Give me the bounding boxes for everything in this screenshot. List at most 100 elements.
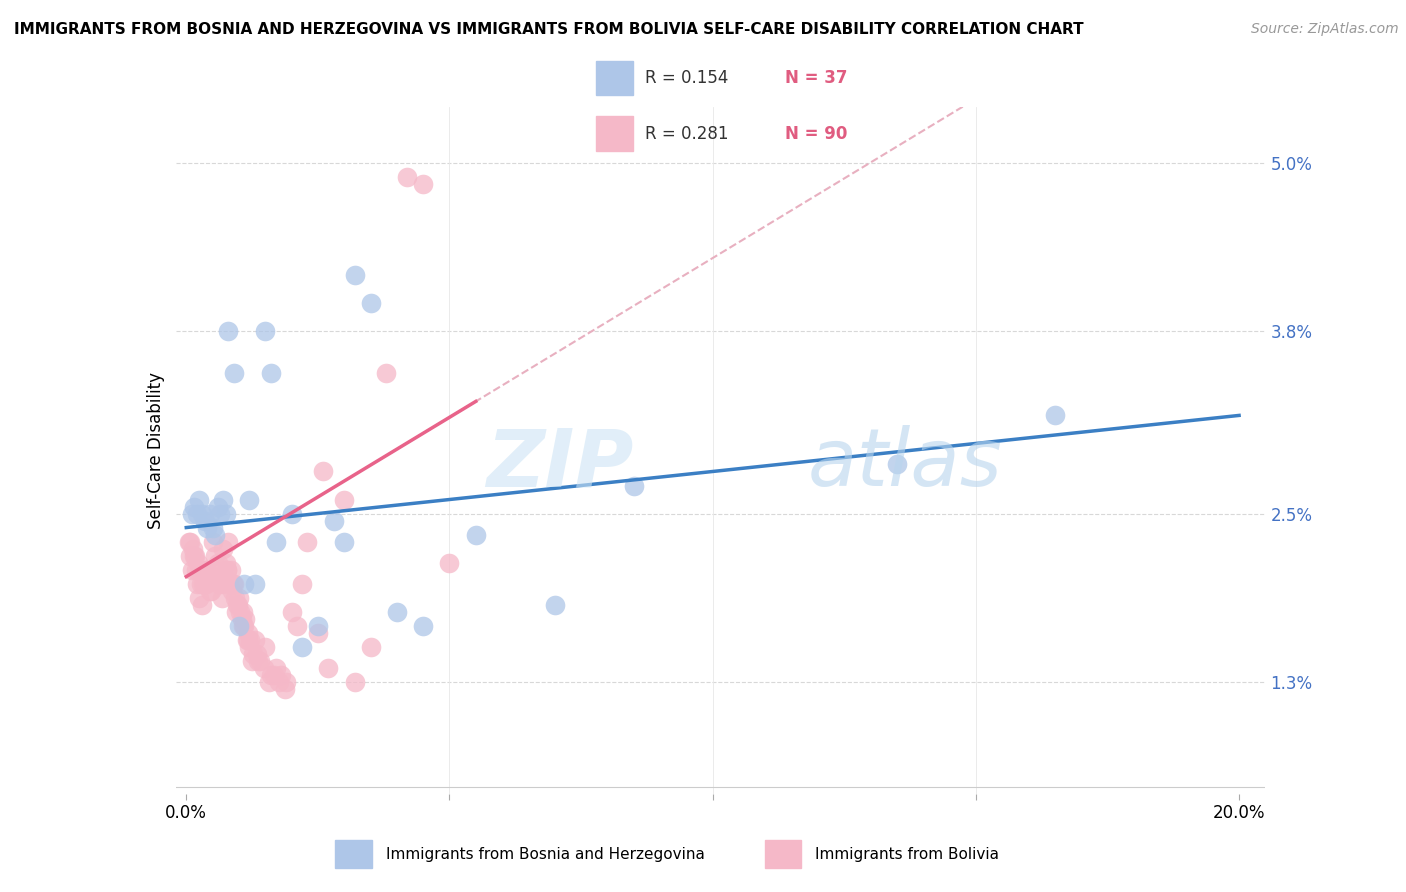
Point [312, 465, 335, 479]
Point [233, 576, 256, 591]
Point [360, 640, 382, 654]
Point [200, 583, 222, 598]
Point [464, 527, 486, 541]
Text: R = 0.281: R = 0.281 [645, 125, 728, 143]
Point [385, 605, 408, 619]
Point [209, 569, 232, 583]
Point [215, 563, 238, 577]
Point [205, 569, 228, 583]
Point [249, 654, 271, 668]
Point [247, 654, 270, 668]
Point [187, 556, 209, 570]
Point [204, 527, 226, 541]
FancyBboxPatch shape [765, 840, 801, 868]
Point [204, 549, 226, 563]
Point [194, 514, 217, 528]
Point [217, 563, 239, 577]
Point [259, 667, 281, 681]
Point [209, 507, 232, 521]
Point [179, 534, 201, 549]
Point [243, 576, 266, 591]
Point [197, 569, 219, 583]
Text: Source: ZipAtlas.com: Source: ZipAtlas.com [1251, 22, 1399, 37]
Point [236, 632, 259, 647]
Point [1043, 409, 1066, 423]
Point [243, 632, 266, 647]
Point [396, 170, 419, 185]
Point [212, 492, 235, 507]
Point [228, 618, 250, 632]
Point [412, 618, 434, 632]
Point [188, 492, 211, 507]
Point [191, 507, 214, 521]
Point [222, 367, 245, 381]
Point [195, 520, 218, 534]
Text: N = 90: N = 90 [785, 125, 846, 143]
Point [263, 667, 285, 681]
Point [291, 576, 314, 591]
Point [239, 632, 262, 647]
FancyBboxPatch shape [596, 116, 633, 151]
Point [343, 268, 366, 283]
Point [343, 674, 366, 689]
Point [195, 563, 218, 577]
Point [264, 661, 287, 675]
Point [184, 549, 207, 563]
Point [201, 520, 224, 534]
Point [201, 534, 224, 549]
Point [280, 507, 302, 521]
Point [274, 681, 297, 696]
Point [623, 478, 645, 492]
Point [221, 576, 243, 591]
Point [195, 563, 218, 577]
Point [232, 618, 254, 632]
Point [205, 569, 228, 583]
Point [307, 625, 329, 640]
Point [264, 534, 287, 549]
Point [238, 640, 260, 654]
Point [238, 492, 260, 507]
Point [270, 667, 292, 681]
Point [307, 618, 329, 632]
Point [254, 640, 277, 654]
FancyBboxPatch shape [596, 61, 633, 95]
Point [242, 647, 264, 661]
Point [211, 576, 233, 591]
Point [207, 500, 229, 514]
Point [232, 605, 254, 619]
Point [212, 541, 235, 556]
Point [236, 632, 259, 647]
Point [322, 514, 344, 528]
Point [375, 367, 398, 381]
Point [233, 612, 256, 626]
Point [276, 674, 298, 689]
Point [191, 576, 214, 591]
Point [297, 534, 319, 549]
Point [186, 576, 208, 591]
Text: Immigrants from Bosnia and Herzegovina: Immigrants from Bosnia and Herzegovina [385, 847, 704, 862]
Point [225, 605, 247, 619]
Point [215, 556, 238, 570]
Point [318, 661, 340, 675]
Point [544, 598, 567, 612]
Point [180, 563, 202, 577]
Point [231, 612, 253, 626]
Text: N = 37: N = 37 [785, 69, 846, 87]
Point [207, 556, 229, 570]
Text: ZIP: ZIP [486, 425, 633, 503]
Y-axis label: Self-Care Disability: Self-Care Disability [146, 372, 165, 529]
Point [259, 367, 281, 381]
Point [183, 549, 205, 563]
Point [215, 507, 238, 521]
Point [180, 507, 202, 521]
Point [183, 500, 205, 514]
Point [212, 569, 235, 583]
Point [184, 563, 207, 577]
Point [226, 598, 249, 612]
Point [188, 591, 211, 605]
Point [191, 598, 214, 612]
Point [285, 618, 308, 632]
Point [229, 605, 252, 619]
Point [254, 324, 277, 338]
Point [190, 563, 212, 577]
